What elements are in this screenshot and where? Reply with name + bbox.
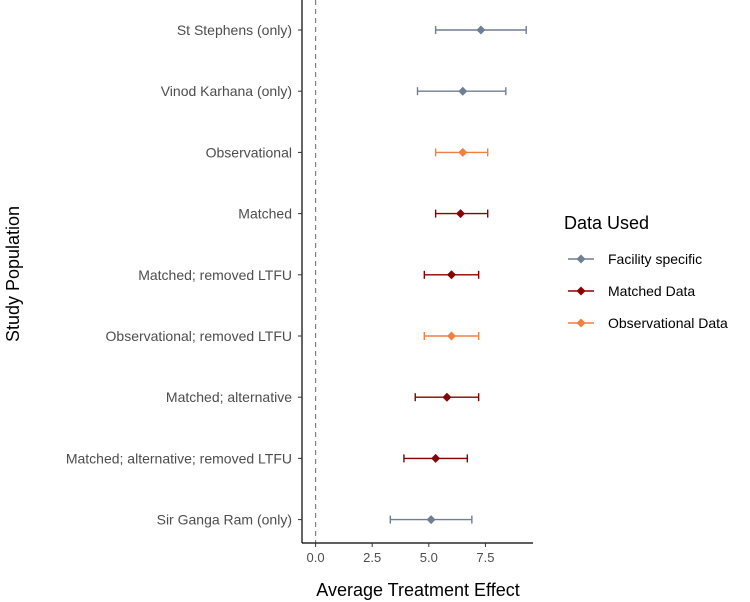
y-axis-title: Study Population: [3, 206, 23, 342]
y-tick-label: Vinod Karhana (only): [161, 83, 292, 99]
row-3: [434, 209, 489, 219]
legend-key-point: [576, 286, 586, 296]
legend-title: Data Used: [564, 213, 649, 233]
estimate-point: [458, 86, 468, 96]
legend-items: Facility specific Matched Data Observation…: [568, 251, 728, 331]
y-ticks: St Stephens (only) Vinod Karhana (only) Ob…: [66, 22, 302, 528]
row-6: [414, 392, 480, 402]
row-0: [434, 25, 527, 35]
y-tick-label: Matched; alternative: [166, 389, 292, 405]
intervals-layer: [389, 25, 527, 525]
y-tick-label: Matched; removed LTFU: [138, 267, 292, 283]
row-5: [423, 331, 480, 341]
legend-item-matched: Matched Data: [568, 283, 695, 299]
legend: Data Used Facility specific Matched Data O…: [564, 213, 728, 331]
row-7: [403, 453, 469, 463]
y-tick-label: Observational; removed LTFU: [106, 328, 292, 344]
y-tick-label: Observational: [206, 144, 292, 160]
legend-label: Facility specific: [608, 251, 702, 267]
legend-label: Observational Data: [608, 315, 728, 331]
y-tick-label: Matched; alternative; removed LTFU: [66, 450, 292, 466]
row-2: [434, 147, 489, 157]
estimate-point: [442, 392, 452, 402]
estimate-point: [431, 453, 441, 463]
plot-area: St Stephens (only) Vinod Karhana (only) Ob…: [66, 0, 533, 565]
y-tick-label: St Stephens (only): [177, 22, 292, 38]
legend-key-point: [576, 254, 586, 264]
x-tick-label: 7.5: [476, 550, 494, 565]
x-axis-title: Average Treatment Effect: [316, 580, 519, 600]
row-1: [416, 86, 507, 96]
estimate-point: [458, 147, 468, 157]
estimate-point: [476, 25, 486, 35]
x-tick-label: 5.0: [420, 550, 438, 565]
estimate-point: [446, 331, 456, 341]
estimate-point: [426, 515, 436, 525]
y-tick-label: Matched: [238, 206, 292, 222]
x-tick-label: 2.5: [363, 550, 381, 565]
legend-key-point: [576, 318, 586, 328]
estimate-point: [456, 209, 466, 219]
y-tick-label: Sir Ganga Ram (only): [157, 512, 292, 528]
row-8: [389, 515, 473, 525]
estimate-point: [446, 270, 456, 280]
x-tick-label: 0.0: [307, 550, 325, 565]
legend-item-observational: Observational Data: [568, 315, 728, 331]
legend-item-facility: Facility specific: [568, 251, 702, 267]
legend-label: Matched Data: [608, 283, 695, 299]
row-4: [423, 270, 480, 280]
x-ticks: 0.0 2.5 5.0 7.5: [307, 543, 494, 565]
